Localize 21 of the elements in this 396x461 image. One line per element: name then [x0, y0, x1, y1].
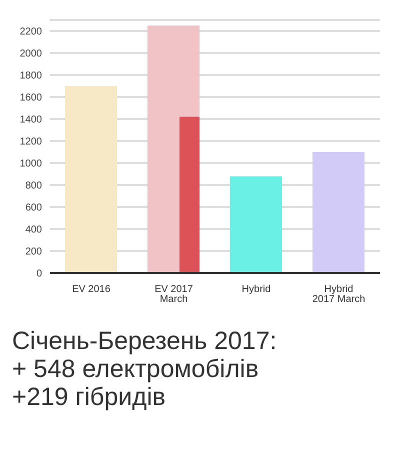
y-tick-label: 2000 [20, 48, 42, 60]
y-tick-label: 1600 [20, 92, 42, 104]
x-tick-label: Hybrid [242, 284, 271, 296]
x-tick-label: EV 2017 March [154, 284, 194, 306]
y-tick-label: 1400 [20, 114, 42, 126]
bar [230, 176, 282, 273]
y-tick-label: 200 [25, 246, 42, 258]
x-tick-label: EV 2016 [72, 284, 111, 296]
y-tick-label: 800 [25, 180, 42, 192]
y-tick-label: 1200 [20, 136, 42, 148]
bar [312, 152, 364, 273]
y-tick-label: 1800 [20, 70, 42, 82]
bar [65, 86, 117, 273]
y-tick-label: 2200 [20, 26, 42, 38]
y-tick-label: 1000 [20, 158, 42, 170]
y-tick-label: 400 [25, 224, 42, 236]
text: Січень-Березень 2017: + 548 електромобілів +219 гібридів [12, 327, 278, 411]
y-tick-label: 0 [36, 268, 42, 280]
bar [180, 116, 200, 273]
y-tick-label: 600 [25, 202, 42, 214]
x-tick-label: Hybrid 2017 March [312, 284, 366, 306]
